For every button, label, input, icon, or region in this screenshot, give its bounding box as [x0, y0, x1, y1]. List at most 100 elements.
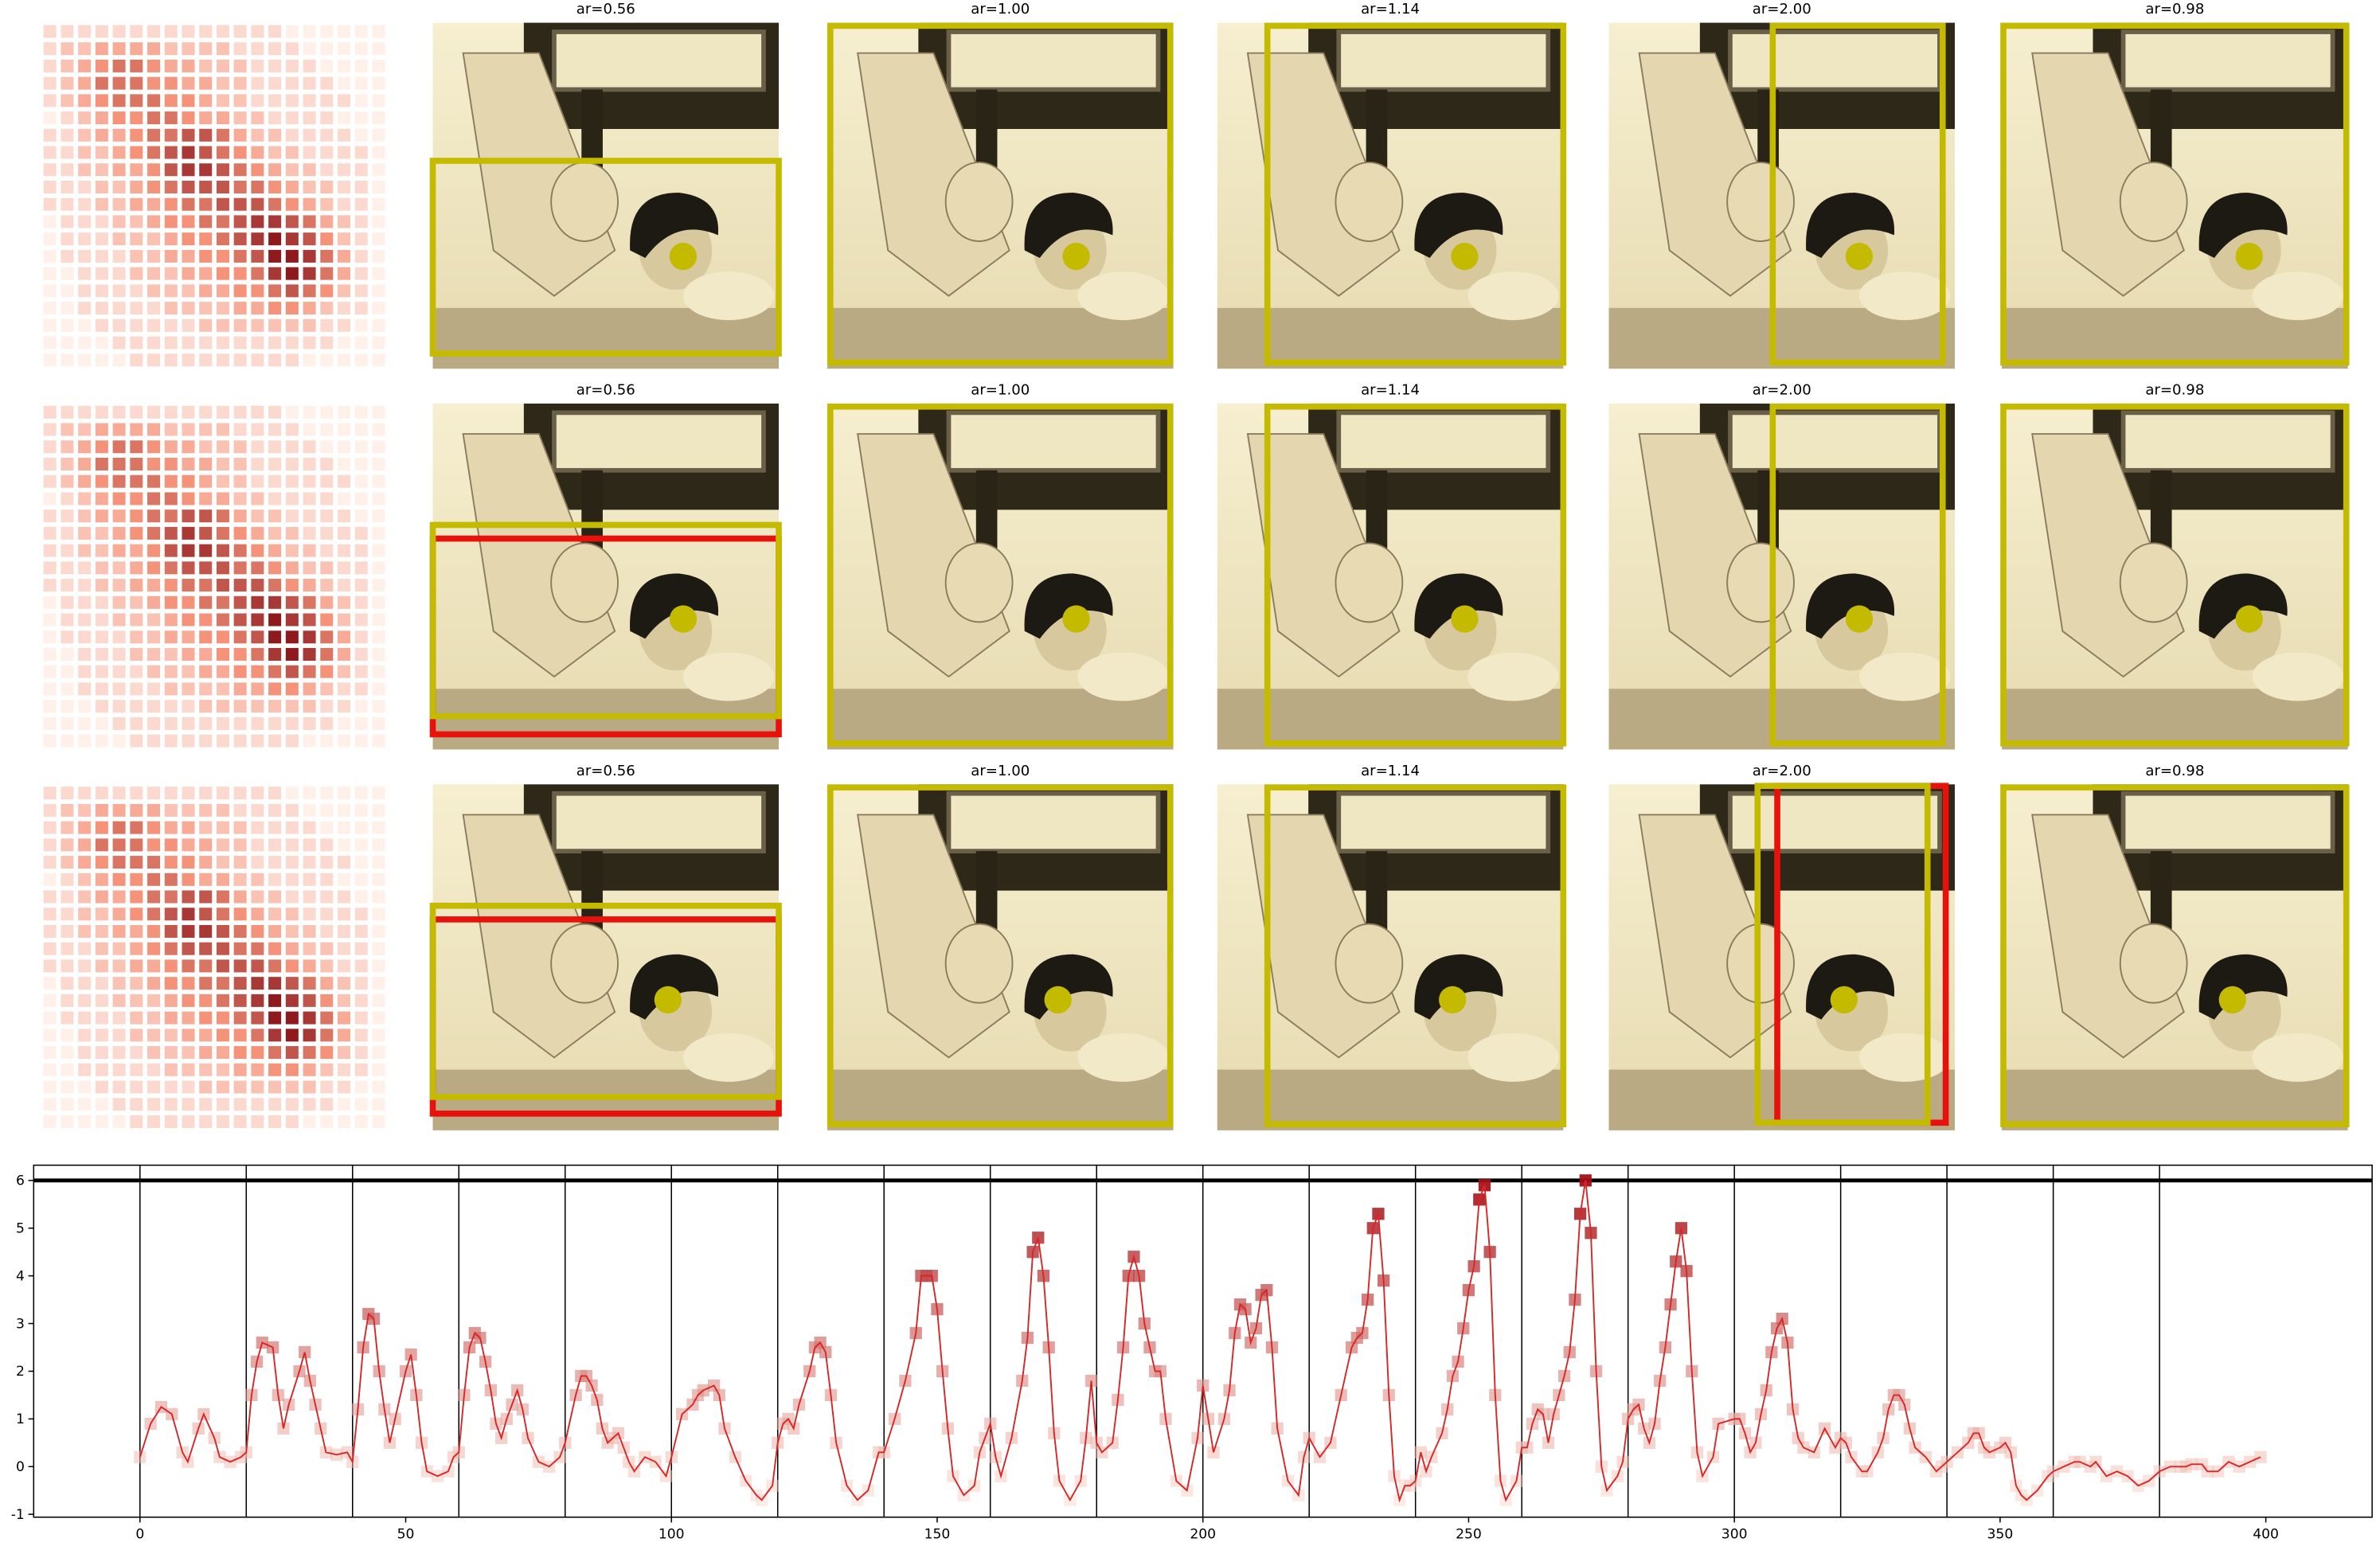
heatmap-cell: [182, 631, 195, 644]
heatmap-cell: [354, 716, 368, 730]
heatmap-cell: [216, 838, 229, 852]
heatmap-cell: [268, 318, 282, 332]
heatmap-cell: [303, 25, 316, 38]
heatmap-cell: [78, 111, 92, 125]
heatmap-cell: [130, 803, 143, 817]
heatmap-cell: [268, 197, 282, 211]
heatmap-cell: [216, 682, 229, 696]
heatmap-cell: [233, 803, 247, 817]
heatmap-cell: [147, 838, 161, 852]
heatmap-cell: [78, 440, 92, 454]
heatmap-cell: [95, 440, 108, 454]
heatmap-cell: [182, 457, 195, 470]
heatmap-cell: [199, 716, 213, 730]
heatmap-cell: [268, 647, 282, 661]
heatmap-cell: [285, 579, 299, 592]
heatmap-cell: [251, 249, 264, 263]
heatmap-cell: [268, 613, 282, 627]
heatmap-cell: [61, 440, 74, 454]
heatmap-cell: [372, 787, 385, 800]
heatmap-cell: [147, 1046, 161, 1060]
heatmap-cell: [61, 716, 74, 730]
heatmap-cell: [95, 249, 108, 263]
heatmap-cell: [43, 631, 57, 644]
heatmap-cell: [372, 1011, 385, 1025]
heatmap-cell: [354, 734, 368, 748]
heatmap-cell: [233, 302, 247, 315]
heatmap-cell: [320, 1098, 334, 1111]
heatmap-cell: [233, 942, 247, 955]
heatmap-cell: [354, 232, 368, 246]
heatmap-cell: [372, 457, 385, 470]
heatmap-cell: [147, 977, 161, 990]
heatmap-cell: [303, 647, 316, 661]
heatmap-cell: [182, 526, 195, 540]
heatmap-cell: [372, 318, 385, 332]
heatmap-cell: [95, 700, 108, 713]
heatmap-cell: [285, 838, 299, 852]
heatmap-cell: [251, 977, 264, 990]
heatmap-cell: [216, 440, 229, 454]
heatmap-cell: [130, 146, 143, 159]
heatmap-cell: [43, 59, 57, 72]
heatmap-cell: [61, 977, 74, 990]
heatmap-cell: [251, 42, 264, 56]
heatmap-cell: [320, 924, 334, 938]
heatmap-cell: [199, 302, 213, 315]
heatmap-cell: [147, 544, 161, 557]
heatmap-cell: [303, 492, 316, 506]
heatmap-cell: [164, 284, 178, 298]
heatmap-cell: [130, 197, 143, 211]
heatmap-cell: [164, 631, 178, 644]
heatmap-cell: [251, 423, 264, 436]
heatmap-cell: [78, 249, 92, 263]
heatmap-cell: [216, 94, 229, 107]
heatmap-cell: [320, 1029, 334, 1042]
heatmap-cell: [199, 146, 213, 159]
heatmap-cell: [303, 232, 316, 246]
heatmap-cell: [338, 146, 351, 159]
heatmap-cell: [216, 146, 229, 159]
image-panel: [1608, 403, 1956, 750]
heatmap-cell: [147, 440, 161, 454]
swim-cap: [630, 954, 719, 1020]
heatmap-cell: [216, 457, 229, 470]
heatmap-cell: [61, 42, 74, 56]
heatmap-cell: [78, 716, 92, 730]
heatmap-cell: [216, 163, 229, 177]
heatmap-cell: [199, 665, 213, 678]
heatmap-cell: [61, 94, 74, 107]
heatmap-cell: [147, 526, 161, 540]
heatmap-cell: [216, 336, 229, 349]
heatmap-cell: [320, 647, 334, 661]
heatmap-cell: [320, 942, 334, 955]
heatmap-cell: [268, 440, 282, 454]
heatmap-cell: [61, 267, 74, 280]
heatmap-cell: [182, 561, 195, 575]
heatmap-cell: [216, 526, 229, 540]
heatmap-cell: [130, 302, 143, 315]
heatmap-cell: [43, 1063, 57, 1076]
heatmap-cell: [199, 94, 213, 107]
heatmap-cell: [61, 336, 74, 349]
heatmap-cell: [285, 873, 299, 886]
heatmap-cell: [251, 613, 264, 627]
heatmap-cell: [164, 267, 178, 280]
heatmap-cell: [43, 492, 57, 506]
heatmap-cell: [182, 232, 195, 246]
heatmap-cell: [251, 1115, 264, 1128]
heatmap-cell: [43, 908, 57, 921]
heatmap-cell: [95, 856, 108, 869]
heatmap-cell: [303, 631, 316, 644]
heatmap-cell: [112, 1029, 126, 1042]
heatmap-cell: [199, 405, 213, 419]
heatmap-cell: [147, 146, 161, 159]
heatmap-cell: [320, 94, 334, 107]
heatmap-cell: [285, 526, 299, 540]
heatmap-cell: [216, 787, 229, 800]
heatmap-cell: [95, 924, 108, 938]
heatmap-cell: [285, 1029, 299, 1042]
heatmap-cell: [164, 734, 178, 748]
heatmap-cell: [233, 492, 247, 506]
panel-title: ar=2.00: [1753, 1, 1811, 18]
